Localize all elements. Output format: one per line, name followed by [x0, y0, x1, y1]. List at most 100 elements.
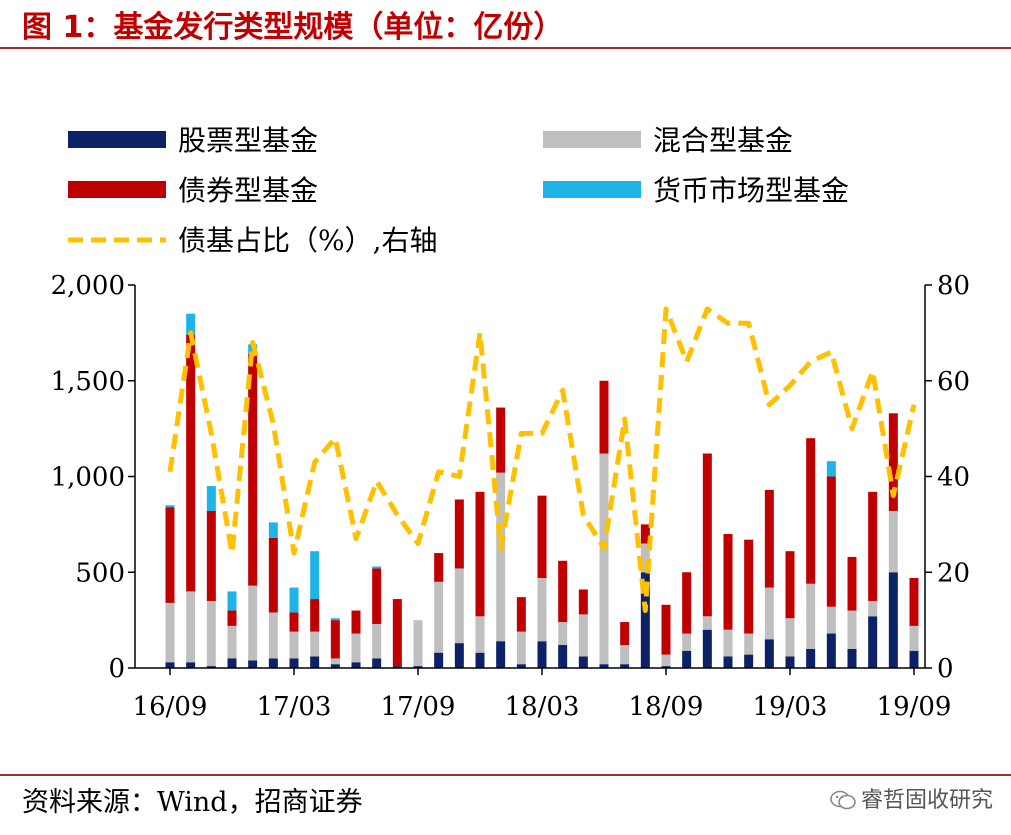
bar-bond-27	[723, 533, 733, 630]
bar-mixed-22	[620, 645, 630, 665]
bar-money-10	[372, 566, 382, 569]
bar-stock-5	[268, 658, 278, 668]
bar-mixed-5	[268, 612, 278, 659]
y-left-tick-label-2: 1,000	[51, 463, 125, 493]
wechat-icon	[830, 790, 856, 810]
bar-bond-0	[165, 507, 175, 603]
axes: 0 500 1,000 1,500 2,000 0 20 40 60 80 16/09 17/03 17…	[51, 271, 971, 722]
bar-mixed-14	[454, 568, 464, 644]
bar-bond-15	[475, 491, 485, 617]
bar-bond-18	[537, 495, 547, 578]
y-right-tick-label-3: 60	[937, 367, 970, 397]
bar-bond-11	[392, 599, 402, 667]
x-tick-label-4: 18/09	[629, 692, 704, 722]
bar-mixed-36	[909, 625, 919, 651]
bar-stock-32	[826, 633, 836, 668]
bar-bond-5	[268, 537, 278, 613]
bar-bond-8	[330, 620, 340, 659]
bar-stock-29	[764, 639, 774, 668]
bar-bond-25	[682, 572, 692, 634]
bar-money-8	[330, 618, 340, 621]
bar-mixed-15	[475, 616, 485, 653]
bar-bond-36	[909, 577, 919, 626]
y-left-tick-label-0: 0	[108, 654, 125, 684]
bar-money-0	[165, 505, 175, 508]
bar-mixed-10	[372, 623, 382, 659]
bar-stock-35	[888, 572, 898, 668]
bar-stock-2	[206, 666, 216, 668]
y-left-tick-label-4: 2,000	[51, 271, 125, 301]
legend-swatch-0	[68, 131, 166, 148]
bar-bond-31	[806, 438, 816, 584]
bar-bond-22	[620, 622, 630, 646]
bar-mixed-6	[289, 631, 299, 659]
bar-mixed-0	[165, 602, 175, 663]
y-right-tick-label-2: 40	[937, 463, 970, 493]
bar-bond-24	[661, 604, 671, 655]
bar-stock-12	[413, 666, 423, 668]
legend-swatch-1	[543, 131, 641, 148]
x-tick-label-5: 19/03	[753, 692, 828, 722]
bar-mixed-35	[888, 510, 898, 573]
bar-bond-7	[310, 599, 320, 632]
bar-bond-35	[888, 413, 898, 511]
bar-stock-22	[620, 664, 630, 668]
bar-bond-14	[454, 499, 464, 569]
bar-stock-17	[516, 664, 526, 668]
bar-mixed-21	[599, 453, 609, 665]
bar-mixed-4	[248, 585, 258, 661]
legend-label-2: 债券型基金	[178, 174, 318, 207]
watermark-text: 睿哲固收研究	[860, 788, 993, 813]
bar-mixed-28	[744, 633, 754, 655]
legend-label-3: 货币市场型基金	[653, 174, 849, 207]
bar-bond-1	[186, 334, 196, 592]
bar-stock-4	[248, 660, 258, 668]
bar-bond-20	[578, 589, 588, 615]
bar-stock-13	[434, 652, 444, 668]
bar-mixed-27	[723, 629, 733, 657]
bar-mixed-32	[826, 606, 836, 634]
x-tick-label-1: 17/03	[257, 692, 332, 722]
watermark: 睿哲固收研究	[829, 782, 993, 814]
bar-stock-9	[351, 662, 361, 668]
bar-mixed-16	[496, 472, 506, 642]
bar-stock-1	[186, 662, 196, 668]
bar-stock-7	[310, 656, 320, 668]
bar-bond-29	[764, 489, 774, 588]
bar-bond-30	[785, 551, 795, 619]
bar-mixed-23	[640, 543, 650, 573]
bar-stock-27	[723, 656, 733, 668]
bar-stock-34	[868, 616, 878, 668]
bar-mixed-19	[558, 622, 568, 646]
bar-mixed-33	[847, 610, 857, 649]
bar-stock-6	[289, 658, 299, 668]
bar-mixed-3	[227, 625, 237, 659]
bar-stock-10	[372, 658, 382, 668]
bar-stock-36	[909, 650, 919, 668]
bar-stock-0	[165, 662, 175, 668]
bar-stock-28	[744, 654, 754, 668]
bar-bond-19	[558, 560, 568, 623]
legend-label-4: 债基占比（%）,右轴	[178, 224, 438, 257]
bar-stock-20	[578, 656, 588, 668]
bar-bond-23	[640, 524, 650, 544]
bar-bond-4	[248, 353, 258, 586]
page-title: 图 1：基金发行类型规模（单位：亿份）	[22, 10, 564, 45]
legend-swatch-3	[543, 181, 641, 198]
bar-bond-21	[599, 380, 609, 454]
bar-stock-24	[661, 666, 671, 668]
bar-money-2	[206, 486, 216, 511]
bar-mixed-24	[661, 654, 671, 667]
bar-mixed-20	[578, 614, 588, 657]
bar-money-1	[186, 313, 196, 335]
bar-mixed-26	[702, 616, 712, 630]
bar-bond-28	[744, 539, 754, 634]
bar-stock-33	[847, 648, 857, 668]
bar-stock-19	[558, 645, 568, 668]
bar-mixed-9	[351, 633, 361, 663]
bar-stock-15	[475, 652, 485, 668]
bar-stock-3	[227, 658, 237, 668]
bar-mixed-34	[868, 600, 878, 617]
bar-bond-2	[206, 510, 216, 601]
